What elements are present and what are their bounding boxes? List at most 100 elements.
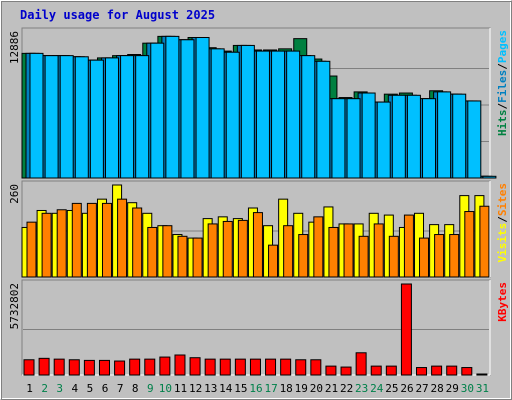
day-label-22: 22 bbox=[340, 382, 353, 395]
series-sites bbox=[26, 198, 490, 278]
day-label-17: 17 bbox=[264, 382, 277, 395]
bar-kbytes-day-2 bbox=[38, 357, 50, 376]
bar-pages-day-22 bbox=[346, 98, 361, 179]
series-kbytes bbox=[23, 283, 488, 376]
bar-pages-day-30 bbox=[467, 100, 482, 179]
bar-pages-day-31 bbox=[482, 175, 497, 179]
day-label-16: 16 bbox=[249, 382, 262, 395]
bar-sites-day-8 bbox=[132, 207, 143, 278]
bar-sites-day-15 bbox=[237, 219, 248, 278]
day-label-27: 27 bbox=[415, 382, 428, 395]
bar-pages-day-7 bbox=[120, 55, 135, 179]
bar-kbytes-day-20 bbox=[310, 359, 322, 376]
bar-kbytes-day-22 bbox=[340, 366, 352, 376]
bar-kbytes-day-19 bbox=[295, 359, 307, 376]
bar-pages-day-4 bbox=[74, 56, 89, 179]
panel-legend: KBytes bbox=[496, 282, 509, 322]
day-label-12: 12 bbox=[189, 382, 202, 395]
bar-sites-day-20 bbox=[313, 216, 324, 278]
bar-kbytes-day-28 bbox=[431, 365, 443, 376]
day-label-9: 9 bbox=[147, 382, 154, 395]
bar-sites-day-5 bbox=[86, 202, 97, 278]
bar-pages-day-16 bbox=[255, 50, 270, 179]
bar-pages-day-27 bbox=[422, 98, 437, 179]
bar-sites-day-4 bbox=[71, 202, 82, 278]
day-label-1: 1 bbox=[26, 382, 33, 395]
panel-max-label: 5732802 bbox=[8, 283, 21, 329]
legend-entry: / bbox=[496, 216, 509, 223]
day-label-7: 7 bbox=[117, 382, 124, 395]
legend-entry: Files bbox=[496, 70, 509, 103]
day-label-31: 31 bbox=[476, 382, 489, 395]
bar-kbytes-day-29 bbox=[446, 365, 458, 376]
day-label-2: 2 bbox=[41, 382, 48, 395]
bar-sites-day-18 bbox=[283, 225, 294, 278]
day-label-4: 4 bbox=[72, 382, 79, 395]
bar-pages-day-3 bbox=[59, 55, 74, 179]
legend-entry: / bbox=[496, 103, 509, 110]
panel-max-label: 12886 bbox=[8, 31, 21, 64]
bar-kbytes-day-13 bbox=[204, 358, 216, 376]
bar-kbytes-day-12 bbox=[189, 357, 201, 376]
bar-sites-day-25 bbox=[388, 235, 399, 278]
bar-pages-day-26 bbox=[406, 94, 421, 179]
bar-kbytes-day-5 bbox=[83, 359, 95, 376]
bar-sites-day-23 bbox=[358, 235, 369, 278]
bar-sites-day-12 bbox=[192, 237, 203, 278]
bar-kbytes-day-4 bbox=[68, 359, 80, 376]
bar-kbytes-day-16 bbox=[249, 358, 261, 376]
day-label-28: 28 bbox=[431, 382, 444, 395]
bar-kbytes-day-27 bbox=[416, 367, 428, 376]
bar-kbytes-day-24 bbox=[370, 365, 382, 376]
day-labels: 1 2 3 4 5 6 7 8 9 10 11 12 13 14 15 16 17 18 19 20 21 22 23 24 2… bbox=[26, 382, 489, 395]
day-label-3: 3 bbox=[56, 382, 63, 395]
day-label-10: 10 bbox=[159, 382, 172, 395]
bar-pages-day-29 bbox=[452, 93, 467, 179]
bar-sites-day-24 bbox=[373, 223, 384, 278]
day-label-8: 8 bbox=[132, 382, 139, 395]
bar-pages-day-12 bbox=[195, 37, 210, 179]
bar-sites-day-28 bbox=[434, 234, 445, 278]
chart-panels: 12886Hits/Files/Pages260Visits/Sites5732… bbox=[8, 27, 509, 376]
bar-kbytes-day-21 bbox=[325, 365, 337, 376]
bar-kbytes-day-3 bbox=[53, 358, 65, 376]
bar-sites-day-10 bbox=[162, 225, 173, 278]
bar-pages-day-2 bbox=[44, 55, 59, 179]
bar-sites-day-14 bbox=[222, 220, 233, 278]
bar-kbytes-day-23 bbox=[355, 352, 367, 376]
bar-sites-day-13 bbox=[207, 223, 218, 278]
bar-pages-day-6 bbox=[104, 57, 119, 179]
bar-pages-day-8 bbox=[135, 55, 150, 179]
bar-sites-day-17 bbox=[268, 244, 279, 278]
bar-pages-day-1 bbox=[29, 52, 44, 179]
bar-sites-day-2 bbox=[41, 212, 52, 278]
bar-kbytes-day-31 bbox=[476, 373, 488, 376]
bar-sites-day-3 bbox=[56, 209, 67, 278]
bar-pages-day-5 bbox=[89, 59, 104, 179]
chart-title: Daily usage for August 2025 bbox=[20, 8, 215, 22]
bar-kbytes-day-26 bbox=[400, 283, 412, 376]
legend-entry: Pages bbox=[496, 30, 509, 63]
bar-pages-day-14 bbox=[225, 51, 240, 179]
bar-kbytes-day-10 bbox=[159, 356, 171, 376]
bar-sites-day-9 bbox=[147, 226, 158, 278]
day-label-30: 30 bbox=[461, 382, 474, 395]
bar-kbytes-day-17 bbox=[265, 358, 277, 376]
legend-entry: KBytes bbox=[496, 282, 509, 322]
bar-pages-day-13 bbox=[210, 48, 225, 179]
bar-pages-day-10 bbox=[165, 35, 180, 179]
bar-pages-day-18 bbox=[286, 50, 301, 179]
bar-pages-day-20 bbox=[316, 60, 331, 179]
legend-entry: Visits bbox=[496, 223, 509, 263]
bar-kbytes-day-14 bbox=[219, 358, 231, 376]
bar-sites-day-27 bbox=[419, 237, 430, 278]
bar-sites-day-11 bbox=[177, 235, 188, 278]
day-label-24: 24 bbox=[370, 382, 384, 395]
day-label-6: 6 bbox=[102, 382, 109, 395]
bar-sites-day-22 bbox=[343, 223, 354, 278]
panel-legend: Visits/Sites bbox=[496, 183, 509, 263]
bar-pages-day-28 bbox=[437, 91, 452, 179]
panel-visits-sites: 260 Visits/Sites bbox=[8, 180, 509, 278]
